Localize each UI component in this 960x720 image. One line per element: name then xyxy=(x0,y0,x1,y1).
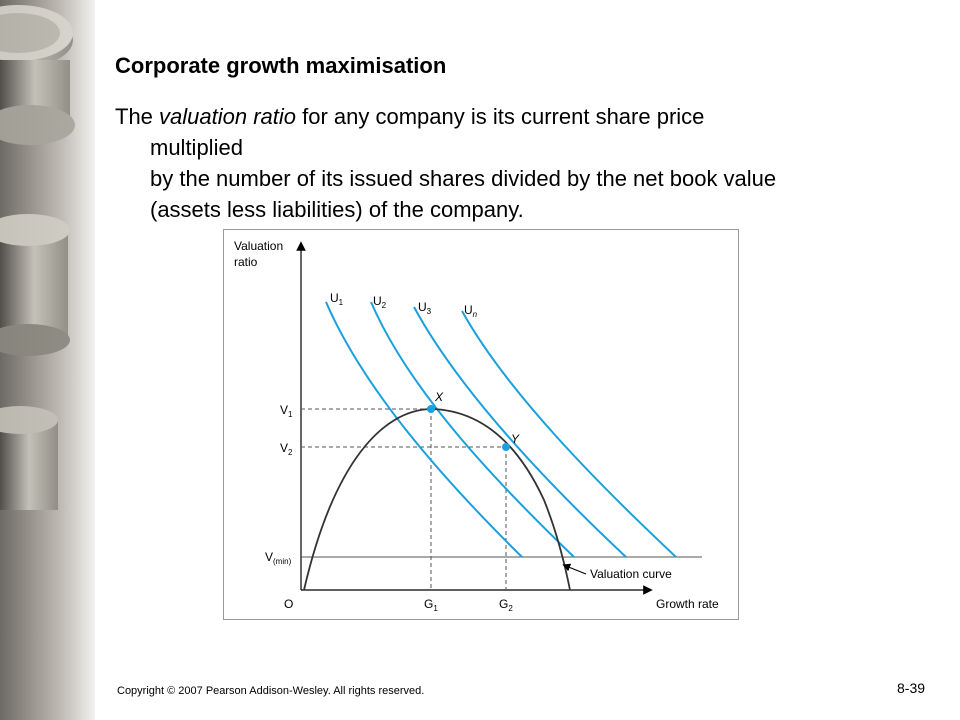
body-prefix: The xyxy=(115,104,160,129)
tick-v1: V1 xyxy=(280,403,293,419)
origin-label: O xyxy=(284,597,293,611)
label-u2: U2 xyxy=(373,294,387,310)
valuation-curve-label: Valuation curve xyxy=(590,567,672,581)
coin-stack-image xyxy=(0,5,75,510)
label-point-x: X xyxy=(434,390,444,404)
y-axis-label-line1: Valuation xyxy=(234,239,283,253)
body-line1-rest: for any company is its current share pri… xyxy=(296,104,705,129)
body-line2: multiplied xyxy=(150,135,243,160)
valuation-curve xyxy=(303,408,571,591)
valuation-diagram: Valuation ratio Growth rate O V1 V2 V(mi… xyxy=(223,229,739,620)
body-line3: by the number of its issued shares divid… xyxy=(150,166,777,191)
curve-un xyxy=(461,310,677,558)
label-un: Un xyxy=(464,303,478,319)
label-point-y: Y xyxy=(511,432,520,446)
tick-vmin: V(min) xyxy=(265,550,292,566)
point-x-marker xyxy=(427,405,435,413)
slide-body-text: The valuation ratio for any company is i… xyxy=(115,101,915,225)
curve-u1 xyxy=(325,301,523,558)
body-line4: (assets less liabilities) of the company… xyxy=(150,197,524,222)
body-term: valuation ratio xyxy=(159,104,297,129)
label-u3: U3 xyxy=(418,300,432,316)
page-number: 8-39 xyxy=(897,680,926,696)
curve-u2 xyxy=(370,301,575,558)
label-u1: U1 xyxy=(330,291,344,307)
curve-u3 xyxy=(413,306,627,558)
point-y-marker xyxy=(502,443,510,451)
tick-g1: G1 xyxy=(424,597,438,613)
valuation-curve-pointer xyxy=(562,563,587,575)
tick-v2: V2 xyxy=(280,441,293,457)
tick-g2: G2 xyxy=(499,597,513,613)
y-axis-label-line2: ratio xyxy=(234,255,258,269)
copyright-notice: Copyright © 2007 Pearson Addison-Wesley.… xyxy=(117,685,425,697)
diagram-svg: Valuation ratio Growth rate O V1 V2 V(mi… xyxy=(234,239,719,613)
slide-title: Corporate growth maximisation xyxy=(115,53,447,78)
x-axis-label: Growth rate xyxy=(656,597,719,611)
